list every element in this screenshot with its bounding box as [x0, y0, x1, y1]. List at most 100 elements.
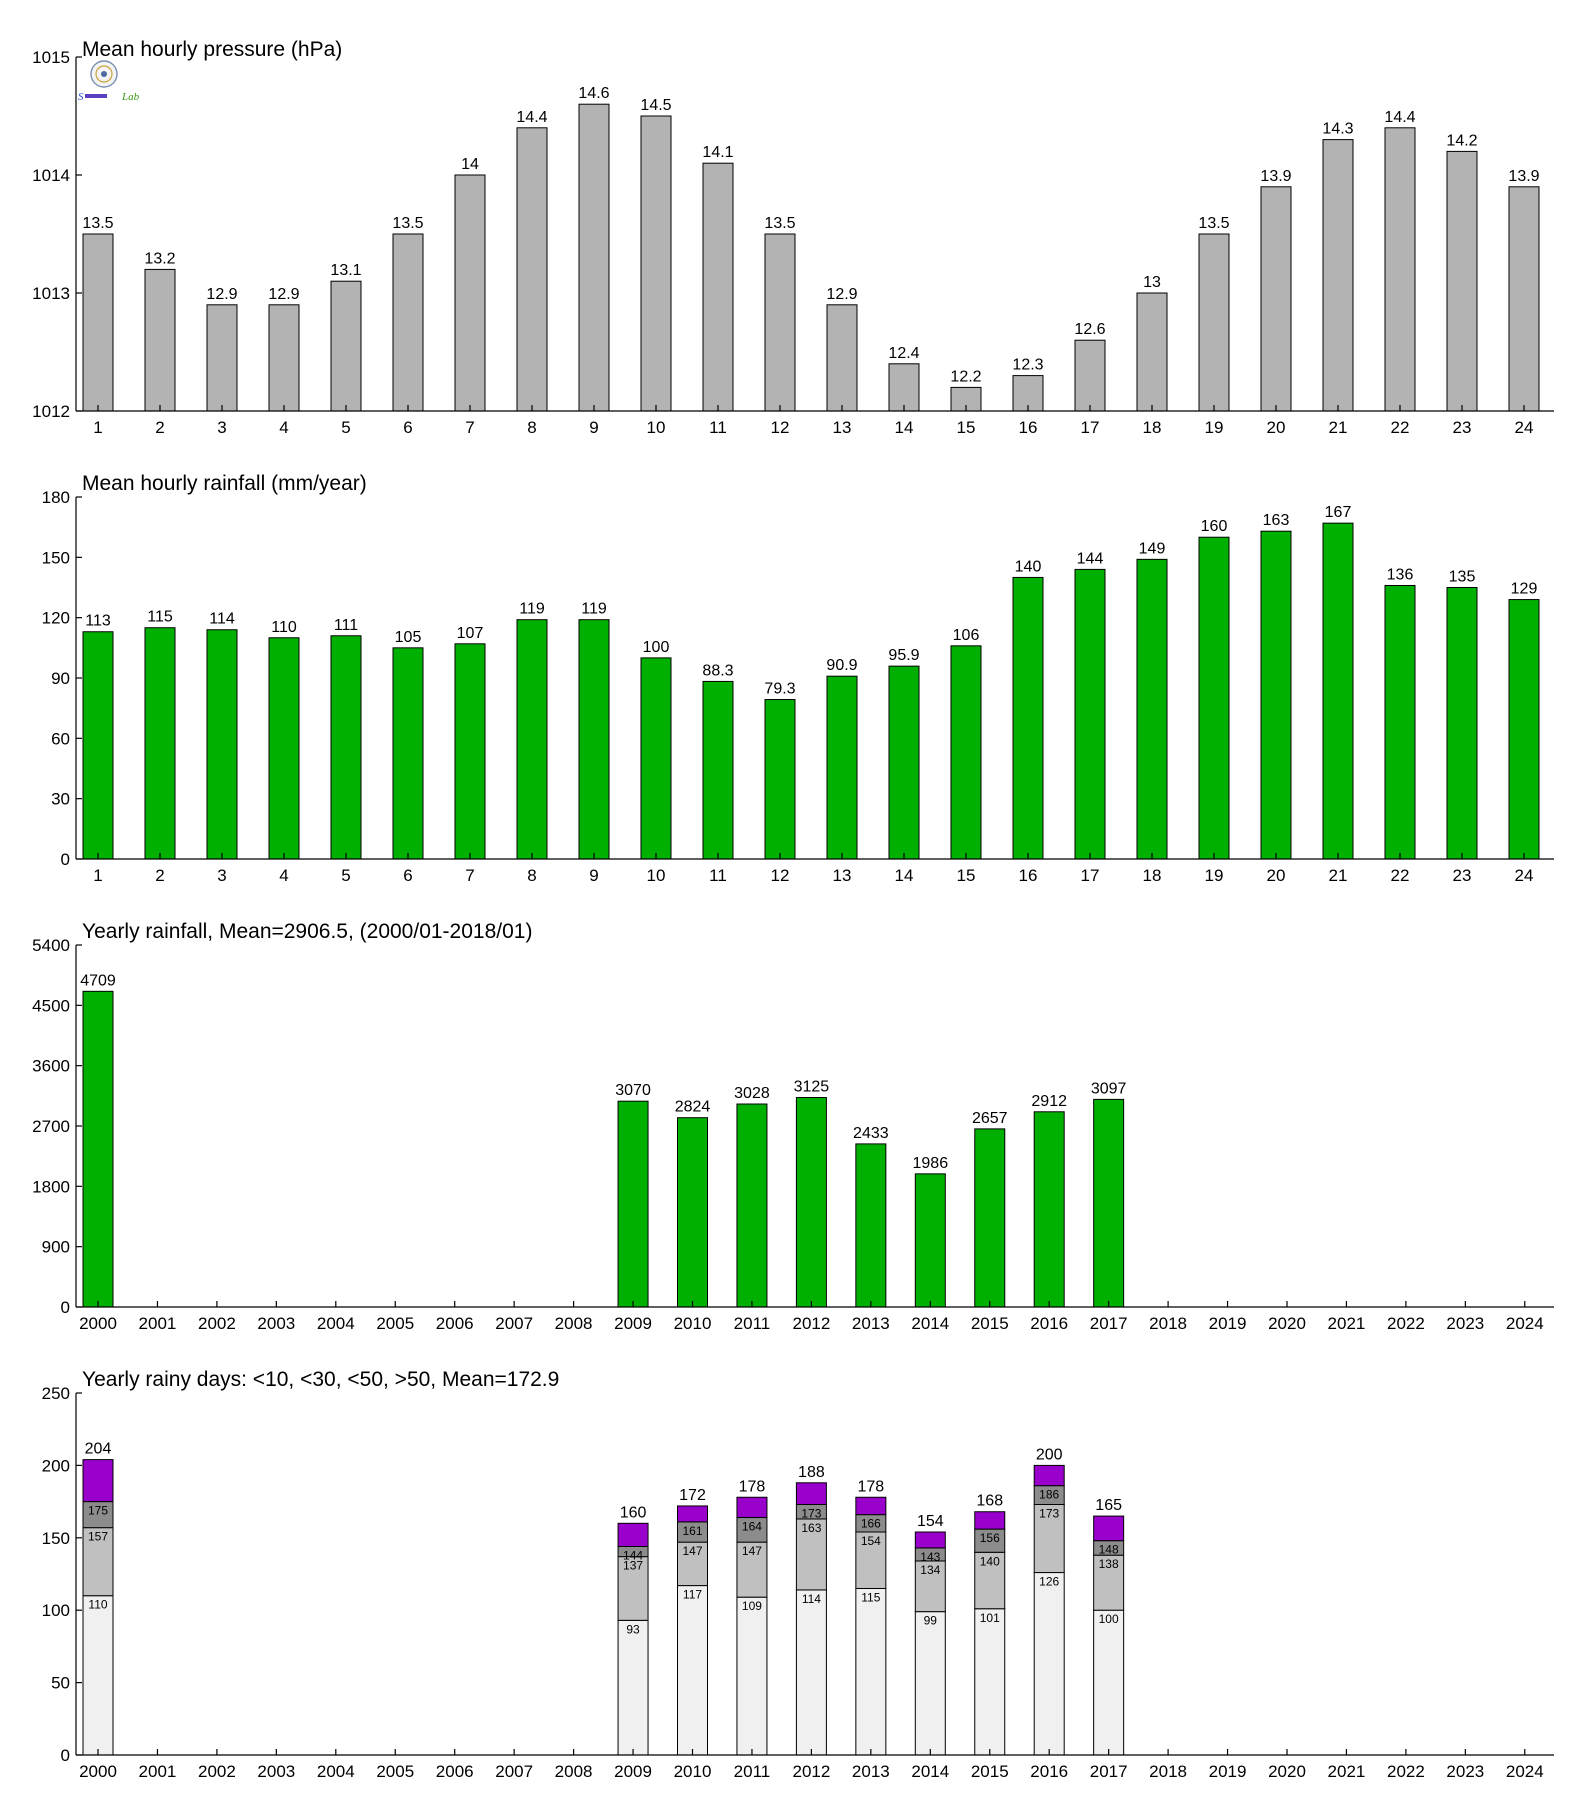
bar-2009 [617, 1100, 649, 1308]
x-tick-label: 10 [647, 866, 666, 885]
data-label: 12.3 [1012, 357, 1043, 374]
bar-20 [1260, 530, 1292, 860]
bar-13 [826, 675, 858, 860]
svg-text:S: S [78, 91, 84, 103]
y-tick-label: 180 [42, 488, 70, 507]
bar-19 [1198, 233, 1230, 412]
data-label: 119 [519, 601, 545, 618]
segment-label: 115 [861, 1590, 880, 1604]
bar-segment-2012-1 [795, 1518, 827, 1591]
bar-2015 [974, 1128, 1006, 1308]
data-label: 114 [209, 611, 235, 628]
bar-segment-2010-0 [677, 1585, 708, 1756]
data-label: 3028 [734, 1085, 770, 1102]
x-tick-label: 2010 [674, 1314, 712, 1333]
bar-16 [1012, 576, 1044, 860]
x-tick-label: 6 [403, 866, 412, 885]
bar-18 [1136, 558, 1168, 860]
bar-2013 [855, 1143, 887, 1308]
x-tick-label: 2001 [139, 1314, 177, 1333]
data-label: 115 [147, 609, 173, 626]
bar-1 [82, 233, 114, 412]
x-tick-label: 2016 [1030, 1762, 1068, 1781]
data-label: 14.3 [1322, 121, 1353, 138]
data-label: 12.6 [1074, 321, 1105, 338]
x-tick-label: 2008 [555, 1762, 593, 1781]
x-tick-label: 2014 [911, 1314, 949, 1333]
bar-segment-2015-0 [974, 1608, 1006, 1756]
data-label: 149 [1139, 540, 1166, 557]
data-label: 160 [1201, 518, 1228, 535]
data-label: 3125 [794, 1079, 830, 1096]
x-tick-label: 14 [895, 418, 914, 437]
bar-segment-2010-3 [677, 1505, 708, 1523]
x-tick-label: 2003 [257, 1762, 295, 1781]
lab-logo-icon: S Lab [78, 60, 140, 103]
x-tick-label: 21 [1329, 418, 1348, 437]
x-tick-label: 5 [341, 418, 350, 437]
y-tick-label: 250 [42, 1384, 70, 1403]
bar-segment-2000-2 [82, 1501, 114, 1529]
data-label: 129 [1511, 581, 1538, 598]
data-label: 136 [1387, 566, 1414, 583]
x-tick-label: 2015 [971, 1314, 1009, 1333]
y-tick-label: 1012 [32, 402, 70, 421]
bar-4 [268, 637, 300, 860]
segment-label: 147 [682, 1544, 702, 1558]
data-label: 13 [1143, 274, 1161, 291]
x-tick-label: 17 [1081, 866, 1100, 885]
data-label: 79.3 [764, 681, 795, 698]
data-label: 106 [953, 627, 980, 644]
x-tick-label: 23 [1453, 866, 1472, 885]
data-label: 144 [1077, 550, 1104, 567]
bar-2000 [82, 990, 114, 1308]
bar-9 [578, 619, 610, 860]
x-tick-label: 20 [1267, 866, 1286, 885]
x-tick-label: 2022 [1387, 1762, 1425, 1781]
chart-title: Mean hourly pressure (hPa) [82, 38, 342, 61]
y-tick-label: 200 [42, 1456, 70, 1475]
bar-21 [1322, 139, 1354, 412]
bar-7 [454, 643, 486, 860]
segment-label: 114 [802, 1592, 821, 1606]
bar-segment-2014-1 [914, 1560, 946, 1613]
x-tick-label: 3 [217, 418, 226, 437]
data-label: 14.2 [1446, 132, 1477, 149]
bar-segment-2000-3 [82, 1459, 114, 1503]
x-tick-label: 9 [589, 866, 598, 885]
data-label: 178 [857, 1478, 884, 1495]
bar-2012 [795, 1097, 827, 1308]
bar-segment-2009-3 [617, 1522, 649, 1547]
data-label: 12.9 [268, 286, 299, 303]
data-label: 2824 [675, 1099, 711, 1116]
x-tick-label: 24 [1515, 866, 1534, 885]
y-tick-label: 1013 [32, 284, 70, 303]
x-tick-label: 2007 [495, 1762, 533, 1781]
bar-2 [144, 268, 176, 412]
segment-label: 148 [1099, 1543, 1119, 1557]
bar-24 [1508, 186, 1540, 412]
y-tick-label: 5400 [32, 936, 70, 955]
x-tick-label: 11 [709, 418, 727, 437]
svg-text:Lab: Lab [121, 91, 140, 103]
y-tick-label: 1015 [32, 48, 70, 67]
x-tick-label: 2017 [1090, 1314, 1128, 1333]
bar-17 [1074, 568, 1106, 860]
bar-22 [1384, 584, 1416, 860]
data-label: 2912 [1031, 1093, 1067, 1110]
data-label: 165 [1095, 1497, 1122, 1514]
x-tick-label: 2004 [317, 1762, 355, 1781]
data-label: 13.5 [392, 215, 423, 232]
x-tick-label: 18 [1143, 418, 1162, 437]
x-tick-label: 16 [1019, 866, 1038, 885]
data-label: 3097 [1091, 1080, 1127, 1097]
segment-label: 166 [861, 1517, 881, 1531]
x-tick-label: 2019 [1209, 1314, 1247, 1333]
x-tick-label: 2017 [1090, 1762, 1128, 1781]
data-label: 14 [461, 156, 479, 173]
data-label: 13.5 [82, 215, 113, 232]
data-label: 200 [1036, 1446, 1063, 1463]
bar-15 [950, 645, 982, 860]
segment-label: 110 [88, 1598, 107, 1612]
